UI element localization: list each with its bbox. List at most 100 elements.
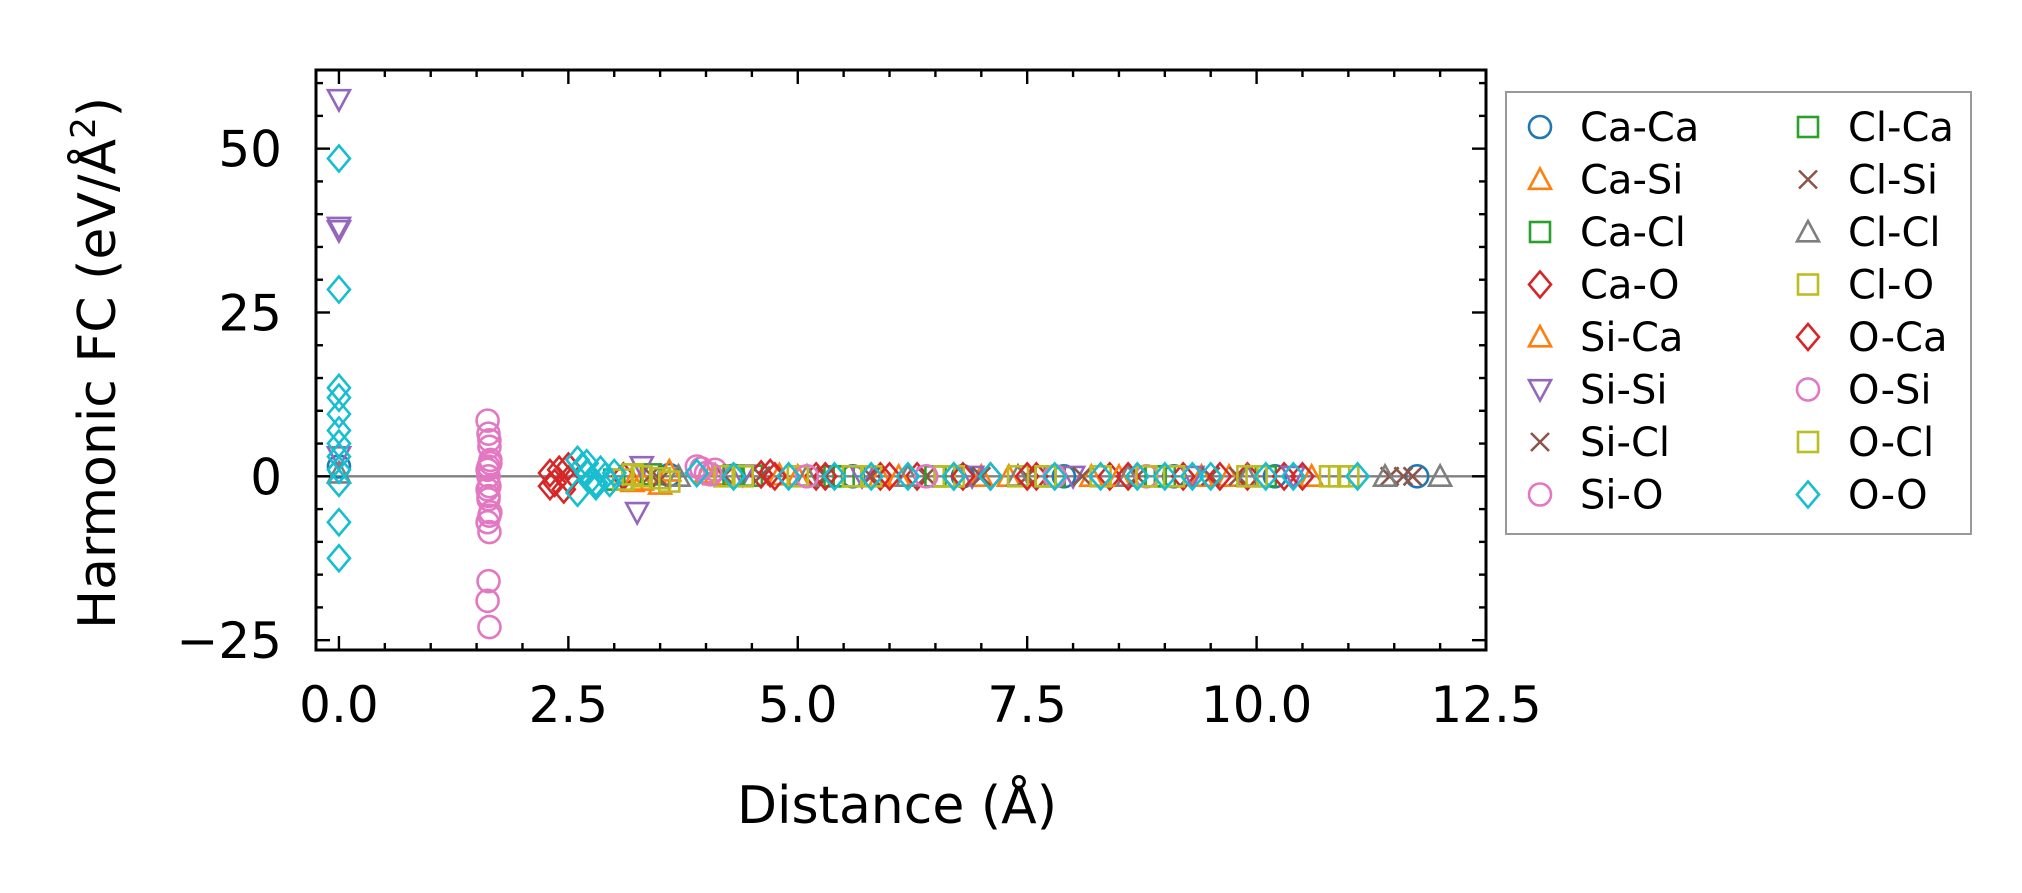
data-points <box>325 88 1454 640</box>
x-tick-label: 12.5 <box>1430 676 1541 734</box>
point-o-o <box>977 461 1004 492</box>
point-o-o <box>1198 461 1224 492</box>
point-si-o <box>476 464 501 489</box>
legend-label: Si-Ca <box>1580 315 1683 361</box>
x-axis-label: Distance (Å) <box>737 774 1057 836</box>
point-si-si <box>1179 465 1206 491</box>
legend-item: O-Si <box>1795 368 1932 414</box>
legend-marker <box>1796 115 1820 139</box>
point-o-o <box>1087 461 1114 492</box>
legend-label: O-Si <box>1848 368 1932 414</box>
point-cl-cl <box>894 462 922 487</box>
x-tick-label: 0.0 <box>299 676 379 734</box>
point-o-o <box>821 461 848 492</box>
point-ca-si <box>968 462 995 487</box>
point-o-si <box>913 464 939 489</box>
legend-marker <box>1798 169 1818 190</box>
point-si-o <box>477 519 502 545</box>
legend-item: Cl-Cl <box>1794 210 1941 256</box>
legend-label: Cl-O <box>1848 263 1934 309</box>
plot-area <box>316 88 1486 640</box>
series-o-cl <box>621 463 1351 490</box>
point-o-o <box>1124 461 1150 492</box>
legend-label: O-Cl <box>1848 420 1934 466</box>
legend-marker <box>1795 377 1821 402</box>
legend-label: Cl-Cl <box>1848 210 1941 256</box>
point-o-o <box>583 467 609 498</box>
point-si-si <box>325 219 353 245</box>
x-tick-label: 2.5 <box>529 676 609 734</box>
point-si-o <box>475 408 500 433</box>
point-ca-ca <box>1404 464 1430 489</box>
legend-item: Ca-Cl <box>1528 210 1686 256</box>
point-o-o <box>326 543 352 574</box>
point-o-cl <box>1034 465 1057 488</box>
legend-marker <box>1526 378 1554 404</box>
point-o-si <box>477 503 502 528</box>
legend: Ca-Ca Ca-Si Ca-Cl Ca-O Si-Ca Si-Si Si-Cl Si-O Cl… <box>1505 91 1972 535</box>
legend-label: Si-O <box>1580 473 1664 519</box>
legend-item: Ca-Ca <box>1527 105 1699 151</box>
point-o-o <box>941 461 967 492</box>
point-o-ca <box>876 461 903 492</box>
legend-label: Ca-Ca <box>1580 105 1699 151</box>
legend-item: O-O <box>1795 473 1928 519</box>
x-tick-label: 5.0 <box>758 676 838 734</box>
legend-marker <box>1527 482 1553 507</box>
point-cl-cl <box>1371 462 1399 487</box>
point-cl-si <box>971 466 992 487</box>
point-si-si <box>325 216 353 242</box>
point-o-si <box>794 464 820 489</box>
legend-label: Si-Si <box>1580 368 1667 414</box>
point-ca-si <box>619 467 646 493</box>
point-o-cl <box>731 465 755 488</box>
point-o-ca <box>1207 461 1233 492</box>
legend-label: O-Ca <box>1848 315 1947 361</box>
y-axis-label-close: ) <box>68 97 128 117</box>
point-si-o <box>476 568 501 594</box>
point-o-o <box>775 461 802 492</box>
point-o-o <box>1280 461 1306 492</box>
legend-item: Ca-Si <box>1526 158 1683 204</box>
legend-label: Ca-Cl <box>1580 210 1686 256</box>
legend-label: Si-Cl <box>1580 420 1670 466</box>
y-axis-label-main: Harmonic FC (eV/Å <box>66 138 128 629</box>
point-o-o <box>326 143 352 174</box>
point-cl-cl <box>1426 462 1454 487</box>
point-si-o <box>477 614 502 640</box>
legend-item: O-Cl <box>1796 420 1934 466</box>
legend-item: Si-Si <box>1526 368 1667 414</box>
x-tick-label: 7.5 <box>987 676 1067 734</box>
point-o-si <box>475 477 500 502</box>
point-si-si <box>958 465 986 491</box>
legend-marker-stroke-b <box>1798 169 1818 190</box>
point-ca-o <box>1097 461 1123 492</box>
point-ca-o <box>1234 461 1261 492</box>
legend-marker <box>1795 321 1821 353</box>
legend-marker <box>1526 165 1554 191</box>
point-cl-o <box>1162 465 1186 488</box>
point-o-o <box>574 448 600 479</box>
point-o-ca <box>757 458 783 489</box>
point-si-o <box>475 588 500 614</box>
point-o-o <box>1042 461 1068 492</box>
point-o-o <box>601 458 627 489</box>
legend-marker-stroke-b <box>1530 432 1550 452</box>
point-o-o <box>583 471 609 502</box>
axes: 0.0 2.5 5.0 7.5 10.0 12.5 −25 0 25 50 <box>176 68 1542 734</box>
series-o-o <box>326 143 1371 574</box>
point-cl-o <box>713 465 736 488</box>
point-o-o <box>1179 461 1206 492</box>
point-si-si <box>1059 465 1087 491</box>
legend-item: Cl-Ca <box>1796 105 1954 151</box>
point-si-ca <box>1215 462 1243 487</box>
point-ca-si <box>1188 462 1215 487</box>
point-o-o <box>1344 461 1371 492</box>
point-ca-o <box>867 461 894 492</box>
y-tick-label: 25 <box>218 284 282 342</box>
point-o-o <box>1253 461 1279 492</box>
point-o-o <box>564 477 591 508</box>
point-o-o <box>326 274 352 305</box>
point-cl-si-stroke-b <box>1072 466 1093 487</box>
point-o-o <box>326 399 352 430</box>
